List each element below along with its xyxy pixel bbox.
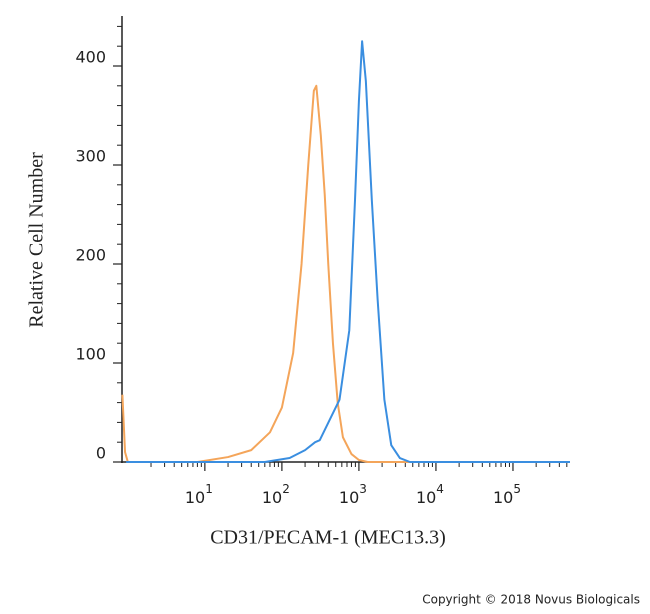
y-tick-label: 200: [75, 246, 106, 265]
y-tick-label: 400: [75, 48, 106, 67]
x-tick-base: 10: [185, 488, 205, 507]
histogram-curve: [126, 40, 570, 463]
y-tick-label: 0: [96, 444, 106, 463]
x-tick-label: 102: [262, 482, 290, 507]
y-tick-label: 300: [75, 147, 106, 166]
x-tick-label: 103: [339, 482, 367, 507]
x-tick-exponent: 5: [513, 482, 521, 496]
histogram-curve: [121, 84, 570, 463]
x-tick-base: 10: [416, 488, 436, 507]
x-tick-label: 101: [185, 482, 213, 507]
y-axis-label: Relative Cell Number: [26, 152, 48, 328]
y-tick-label: 100: [75, 345, 106, 364]
x-tick-label: 104: [416, 482, 444, 507]
x-tick-base: 10: [262, 488, 282, 507]
x-tick-base: 10: [493, 488, 513, 507]
x-tick-label: 105: [493, 482, 521, 507]
copyright: Copyright © 2018 Novus Biologicals: [422, 593, 640, 607]
x-axis-label: CD31/PECAM-1 (MEC13.3): [210, 527, 446, 549]
x-tick-exponent: 2: [282, 482, 290, 496]
x-tick-exponent: 4: [436, 482, 444, 496]
x-tick-base: 10: [339, 488, 359, 507]
x-tick-exponent: 1: [205, 482, 213, 496]
x-tick-exponent: 3: [359, 482, 367, 496]
